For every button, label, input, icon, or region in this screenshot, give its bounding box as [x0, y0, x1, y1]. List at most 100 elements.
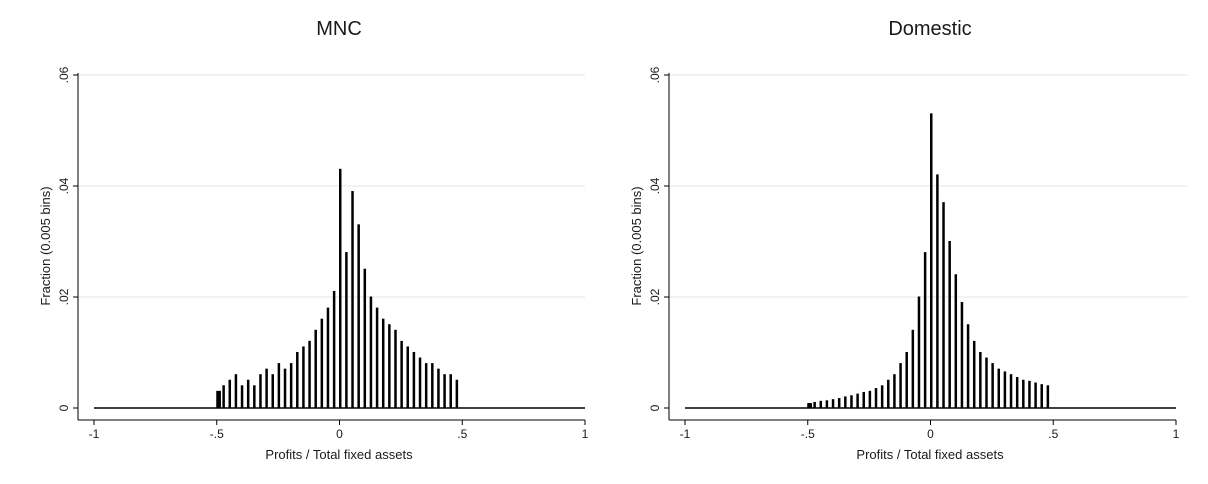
- histogram-bar: [271, 374, 274, 409]
- histogram-bar: [1028, 380, 1031, 409]
- histogram-bar: [911, 329, 915, 409]
- histogram-bar: [296, 352, 299, 409]
- histogram-bar: [406, 346, 410, 409]
- x-tick-label: .5: [1048, 427, 1058, 441]
- histogram-bar: [954, 274, 958, 409]
- histogram-bar: [868, 390, 872, 409]
- histogram-bar: [363, 268, 367, 409]
- histogram-bar: [1022, 379, 1025, 409]
- histogram-bar: [899, 363, 902, 409]
- histogram-bar: [345, 252, 348, 409]
- histogram-bar: [979, 352, 982, 409]
- histogram-bar: [216, 390, 221, 409]
- histogram-bar: [222, 385, 225, 409]
- histogram-bar: [424, 363, 428, 409]
- histogram-bar: [972, 340, 976, 409]
- histogram-bar: [443, 374, 446, 409]
- histogram-bar: [880, 385, 884, 409]
- histogram-bar: [351, 191, 354, 409]
- histogram-bar: [326, 307, 330, 409]
- y-tick-label: .06: [648, 66, 662, 83]
- y-axis-label: Fraction (0.005 bins): [38, 186, 53, 305]
- histogram-bar: [394, 329, 397, 409]
- histogram-bar: [339, 168, 342, 409]
- histogram-bar: [431, 363, 434, 409]
- x-axis-label: Profits / Total fixed assets: [856, 447, 1004, 462]
- histogram-bar: [862, 391, 865, 409]
- histogram-bar: [844, 396, 847, 409]
- histogram-bar: [819, 400, 823, 409]
- histogram-bar: [1040, 384, 1043, 409]
- x-tick-label: 0: [336, 427, 343, 441]
- histogram-bar: [455, 379, 459, 409]
- histogram-bar: [948, 241, 951, 409]
- x-tick-label: -.5: [210, 427, 224, 441]
- histogram-bar: [265, 368, 268, 409]
- histogram-bar: [917, 296, 921, 409]
- histogram-bar: [923, 252, 927, 409]
- x-ticks: -1 -.5 0 .5 1: [89, 420, 589, 441]
- x-tick-label: -1: [89, 427, 100, 441]
- panel-mnc: MNC 0 .02 .04 .06 -1 -.5 0 .5 1 Profits / Total…: [38, 18, 589, 462]
- histogram-bar: [314, 329, 317, 409]
- x-tick-label: 0: [927, 427, 934, 441]
- histogram-bar: [985, 357, 988, 409]
- histogram-bar: [388, 324, 391, 409]
- histogram-bar: [437, 368, 440, 409]
- histogram-bar: [357, 224, 360, 409]
- histogram-bar: [246, 379, 250, 409]
- histogram-bar: [277, 363, 281, 409]
- histogram-bar: [1015, 376, 1019, 409]
- histogram-bar: [991, 363, 994, 409]
- y-axis-label: Fraction (0.005 bins): [629, 186, 644, 305]
- y-tick-label: .02: [648, 288, 662, 305]
- panel-title: MNC: [316, 18, 362, 40]
- histogram-bar: [283, 368, 287, 409]
- histogram-bar: [369, 296, 373, 409]
- histogram-bar: [240, 385, 244, 409]
- panel-title: Domestic: [888, 18, 971, 40]
- histogram-bar: [412, 352, 416, 409]
- histogram-bar: [856, 393, 859, 409]
- y-tick-label: .04: [648, 177, 662, 194]
- histogram-bar: [320, 318, 324, 409]
- y-ticks: 0 .02 .04 .06: [648, 66, 669, 411]
- x-axis-label: Profits / Total fixed assets: [265, 447, 413, 462]
- histogram-bar: [234, 374, 238, 409]
- histogram-bar: [997, 368, 1001, 409]
- histogram-bar: [400, 340, 403, 409]
- histogram-bar: [381, 318, 385, 409]
- x-ticks: -1 -.5 0 .5 1: [680, 420, 1180, 441]
- histogram-bar: [936, 174, 939, 409]
- histogram-bar: [930, 113, 933, 409]
- x-tick-label: .5: [457, 427, 467, 441]
- histogram-bar: [418, 357, 422, 409]
- histogram-bar: [831, 399, 835, 409]
- histogram-bar: [302, 346, 305, 409]
- histogram-bar: [1046, 385, 1050, 409]
- histogram-bar: [960, 302, 964, 409]
- histogram-bar: [850, 395, 853, 409]
- y-tick-label: 0: [648, 404, 662, 411]
- y-tick-label: 0: [57, 404, 71, 411]
- histogram-bar: [332, 290, 336, 409]
- y-tick-label: .06: [57, 66, 71, 83]
- x-tick-label: -.5: [801, 427, 815, 441]
- y-tick-label: .04: [57, 177, 71, 194]
- histogram-bar: [942, 202, 945, 409]
- y-tick-label: .02: [57, 288, 71, 305]
- x-tick-label: 1: [1173, 427, 1180, 441]
- histogram-bar: [813, 401, 816, 409]
- y-gridlines: [669, 74, 1188, 298]
- histogram-bar: [837, 398, 841, 409]
- y-ticks: 0 .02 .04 .06: [57, 66, 78, 411]
- histogram-bar: [375, 307, 379, 409]
- histogram-bar: [825, 400, 829, 409]
- histogram-bar: [289, 363, 293, 409]
- histogram-bar: [905, 352, 908, 409]
- histogram-bar: [253, 385, 256, 409]
- histogram-bar: [449, 374, 452, 409]
- histogram-bar: [893, 374, 896, 409]
